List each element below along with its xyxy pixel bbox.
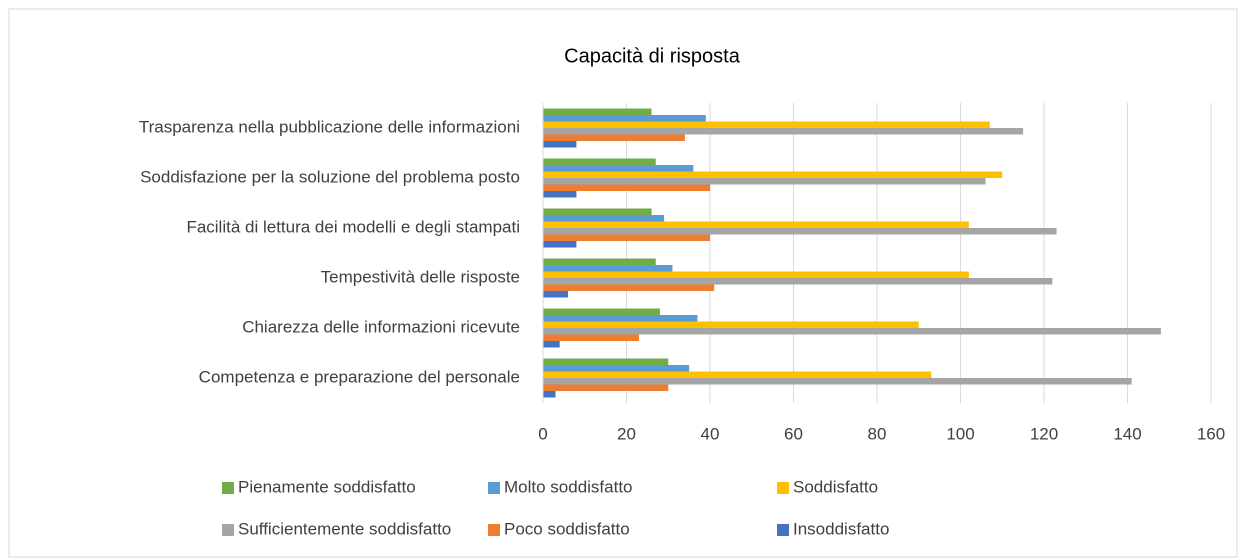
legend-swatch (488, 524, 500, 536)
bar (543, 358, 669, 365)
bar (543, 134, 685, 141)
bar (543, 141, 577, 148)
x-tick-label: 20 (617, 424, 636, 443)
legend-swatch (222, 482, 234, 494)
bar (543, 115, 706, 122)
legend-label: Pienamente soddisfatto (238, 477, 416, 496)
bar (543, 108, 652, 115)
bar (543, 121, 990, 128)
bar (543, 334, 640, 341)
legend-label: Sufficientemente soddisfatto (238, 519, 451, 538)
legend-swatch (777, 524, 789, 536)
bar (543, 308, 660, 315)
legend-swatch (777, 482, 789, 494)
y-tick-label: Trasparenza nella pubblicazione delle in… (139, 117, 520, 136)
bar (543, 258, 656, 265)
bar (543, 284, 715, 291)
bar (543, 291, 569, 298)
bar (543, 365, 690, 372)
bar (543, 228, 1057, 235)
x-tick-label: 80 (868, 424, 887, 443)
bar (543, 128, 1024, 135)
bar (543, 321, 919, 328)
x-tick-label: 100 (946, 424, 974, 443)
y-tick-label: Chiarezza delle informazioni ricevute (242, 317, 520, 336)
x-tick-label: 40 (701, 424, 720, 443)
bar (543, 221, 969, 228)
bar (543, 328, 1161, 335)
bar (543, 265, 673, 272)
bar (543, 208, 652, 215)
bar (543, 341, 560, 348)
bar (543, 241, 577, 248)
bar (543, 215, 665, 222)
y-tick-label: Tempestività delle risposte (321, 267, 520, 286)
x-tick-label: 0 (538, 424, 547, 443)
x-tick-label: 160 (1197, 424, 1225, 443)
bar (543, 278, 1053, 285)
legend-label: Insoddisfatto (793, 519, 889, 538)
bar (543, 165, 694, 172)
bar (543, 171, 1003, 178)
bar (543, 384, 669, 391)
bar (543, 158, 656, 165)
legend-swatch (222, 524, 234, 536)
bar (543, 378, 1132, 385)
bar (543, 191, 577, 198)
x-tick-label: 140 (1113, 424, 1141, 443)
legend-swatch (488, 482, 500, 494)
y-tick-label: Soddisfazione per la soluzione del probl… (140, 167, 520, 186)
x-tick-label: 60 (784, 424, 803, 443)
bar (543, 184, 710, 191)
bar (543, 371, 932, 378)
legend-label: Poco soddisfatto (504, 519, 630, 538)
bar (543, 178, 986, 185)
bar (543, 391, 556, 398)
legend-label: Molto soddisfatto (504, 477, 633, 496)
bar (543, 234, 710, 241)
y-tick-label: Competenza e preparazione del personale (199, 367, 520, 386)
legend-label: Soddisfatto (793, 477, 878, 496)
x-tick-label: 120 (1030, 424, 1058, 443)
chart-title: Capacità di risposta (564, 45, 741, 67)
y-tick-label: Facilità di lettura dei modelli e degli … (186, 217, 520, 236)
bar (543, 315, 698, 322)
bar (543, 271, 969, 278)
